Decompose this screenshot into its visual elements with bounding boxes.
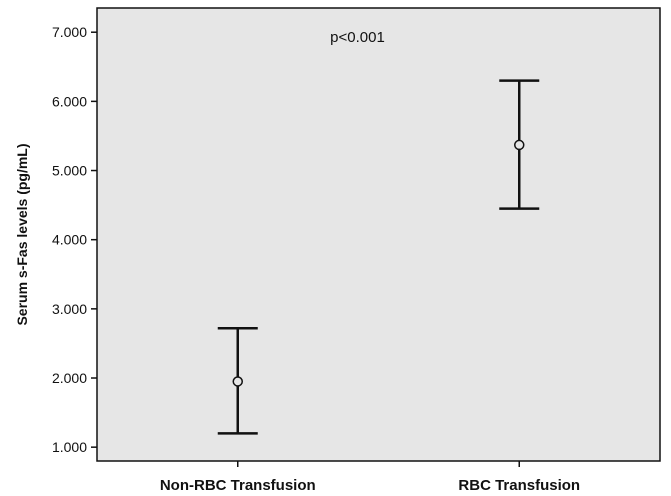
x-tick-label: RBC Transfusion: [458, 477, 580, 494]
y-tick-label: 2.000: [52, 370, 87, 386]
x-axis-ticks: Non-RBC Transfusion RBC Transfusion: [160, 461, 580, 494]
y-tick-label: 7.000: [52, 24, 87, 40]
mean-point: [232, 376, 243, 387]
error-bars: [217, 79, 540, 435]
y-tick-label: 5.000: [52, 163, 87, 179]
x-tick-label: Non-RBC Transfusion: [160, 477, 316, 494]
y-axis-title: Serum s-Fas levels (pg/mL): [14, 143, 30, 325]
plot-area: [96, 7, 661, 462]
p-value-annotation: p<0.001: [330, 29, 385, 46]
y-tick-label: 1.000: [52, 439, 87, 455]
mean-point: [514, 139, 525, 151]
y-tick-label: 3.000: [52, 301, 87, 317]
y-tick-label: 4.000: [52, 232, 87, 248]
y-tick-label: 6.000: [52, 93, 87, 109]
y-axis-ticks: 1.000 2.000 3.000 4.000 5.000 6.000 7.000: [52, 24, 97, 455]
